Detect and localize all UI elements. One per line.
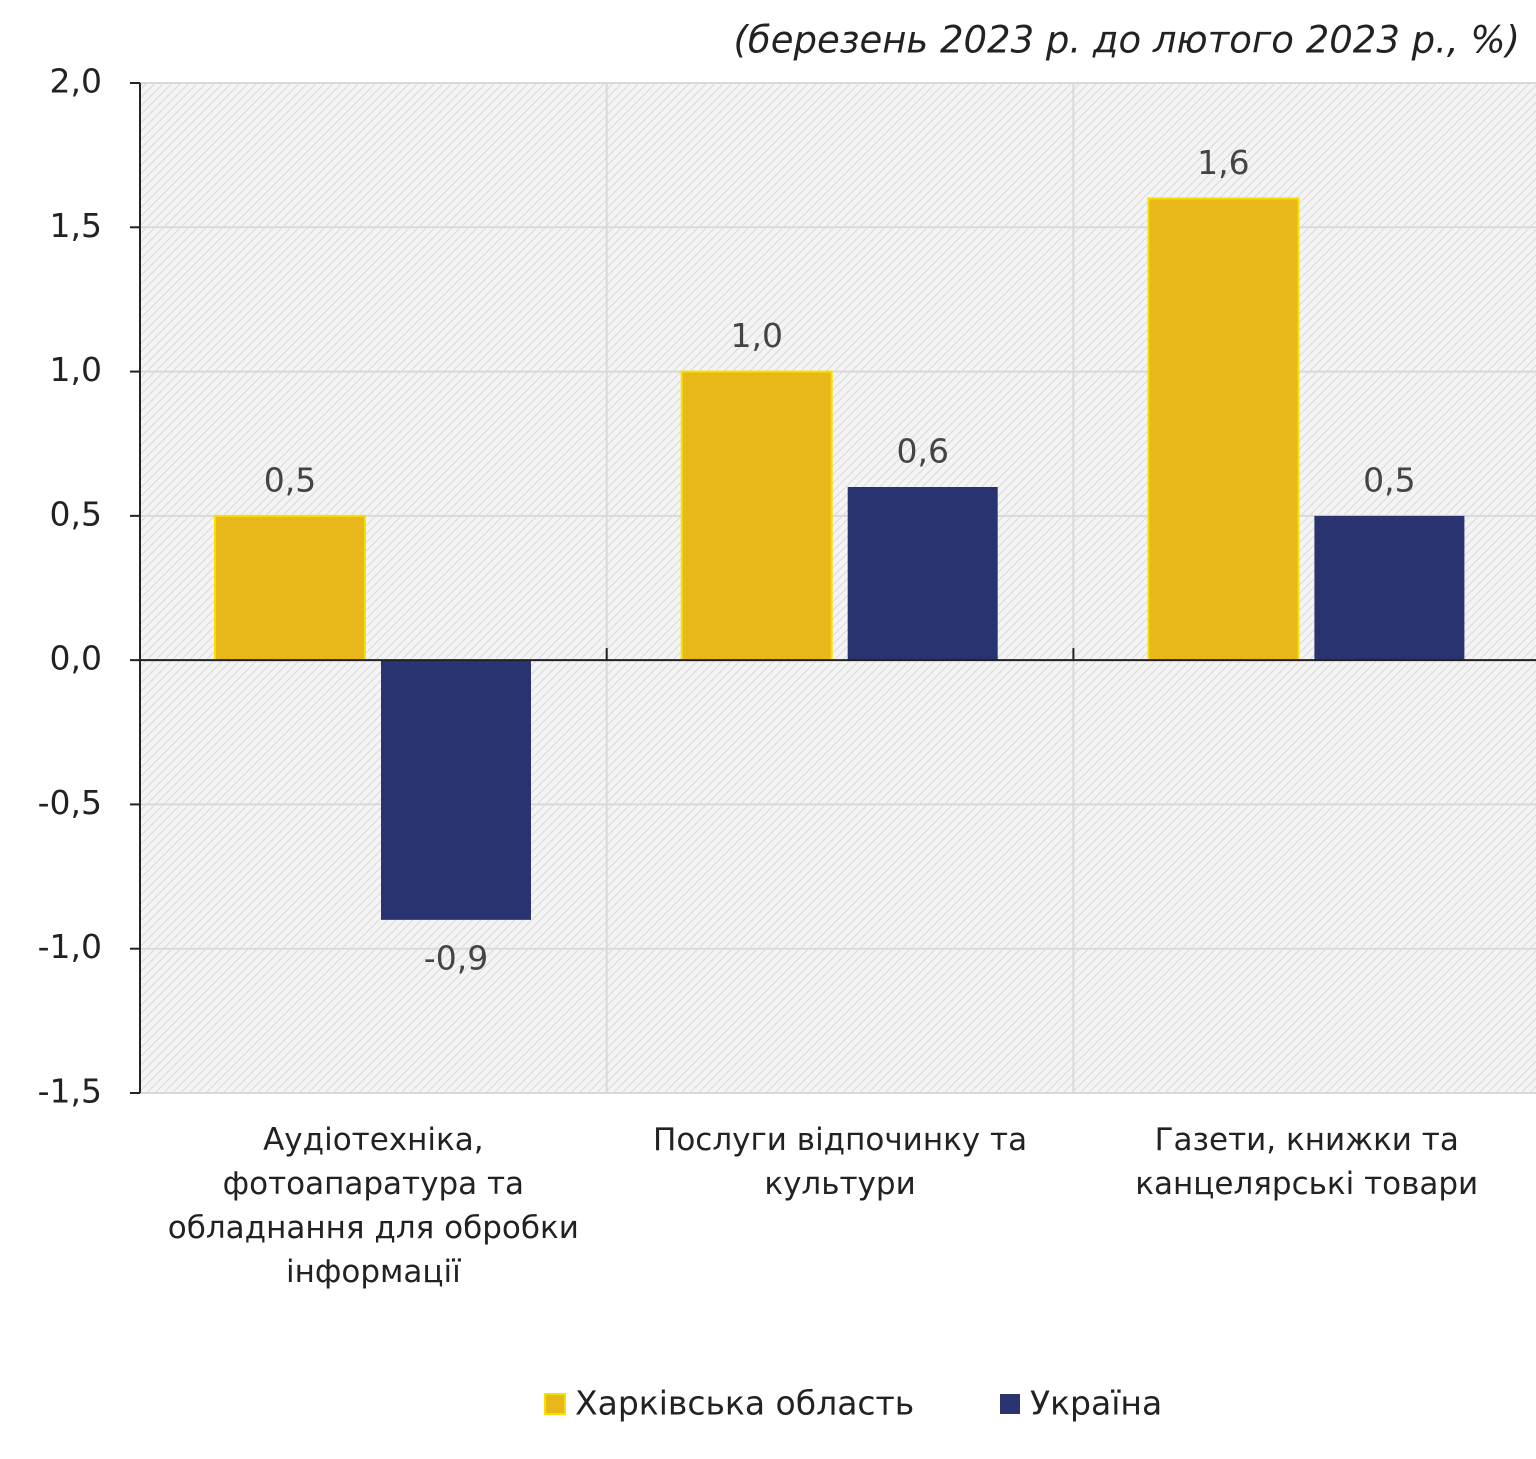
bar [214, 514, 366, 662]
bar [680, 370, 833, 662]
x-tick-label: Аудіотехніка, фотоапаратура та обладнанн… [167, 1122, 579, 1290]
legend-swatch [1000, 1394, 1020, 1414]
bar [1314, 515, 1465, 661]
bar [381, 660, 531, 920]
legend-label: Україна [1030, 1384, 1162, 1423]
data-label: 0,5 [264, 460, 316, 499]
y-tick-label: -0,5 [38, 783, 102, 822]
y-tick-label: -1,5 [38, 1072, 102, 1111]
y-tick-label: 0,5 [50, 494, 102, 533]
data-label: 1,0 [730, 316, 782, 355]
bar [1147, 197, 1300, 662]
x-tick-label: Газети, книжки та канцелярські товари [1135, 1122, 1479, 1202]
y-tick-label: 0,0 [50, 639, 102, 678]
data-label: -0,9 [424, 938, 488, 977]
y-tick-label: -1,0 [38, 927, 102, 966]
y-tick-label: 1,5 [50, 206, 102, 245]
legend-label: Харківська область [575, 1384, 914, 1423]
x-tick-label: Послуги відпочинку та культури [653, 1122, 1028, 1202]
legend-swatch [544, 1393, 566, 1415]
data-label: 0,5 [1363, 460, 1415, 499]
bar [847, 487, 998, 661]
data-label: 1,6 [1197, 143, 1249, 182]
y-tick-label: 2,0 [50, 62, 102, 101]
chart-title: (березень 2023 р. до лютого 2023 р., %) [734, 19, 1521, 62]
plot-background [140, 83, 1536, 1093]
y-tick-label: 1,0 [50, 350, 102, 389]
data-label: 0,6 [896, 432, 948, 471]
